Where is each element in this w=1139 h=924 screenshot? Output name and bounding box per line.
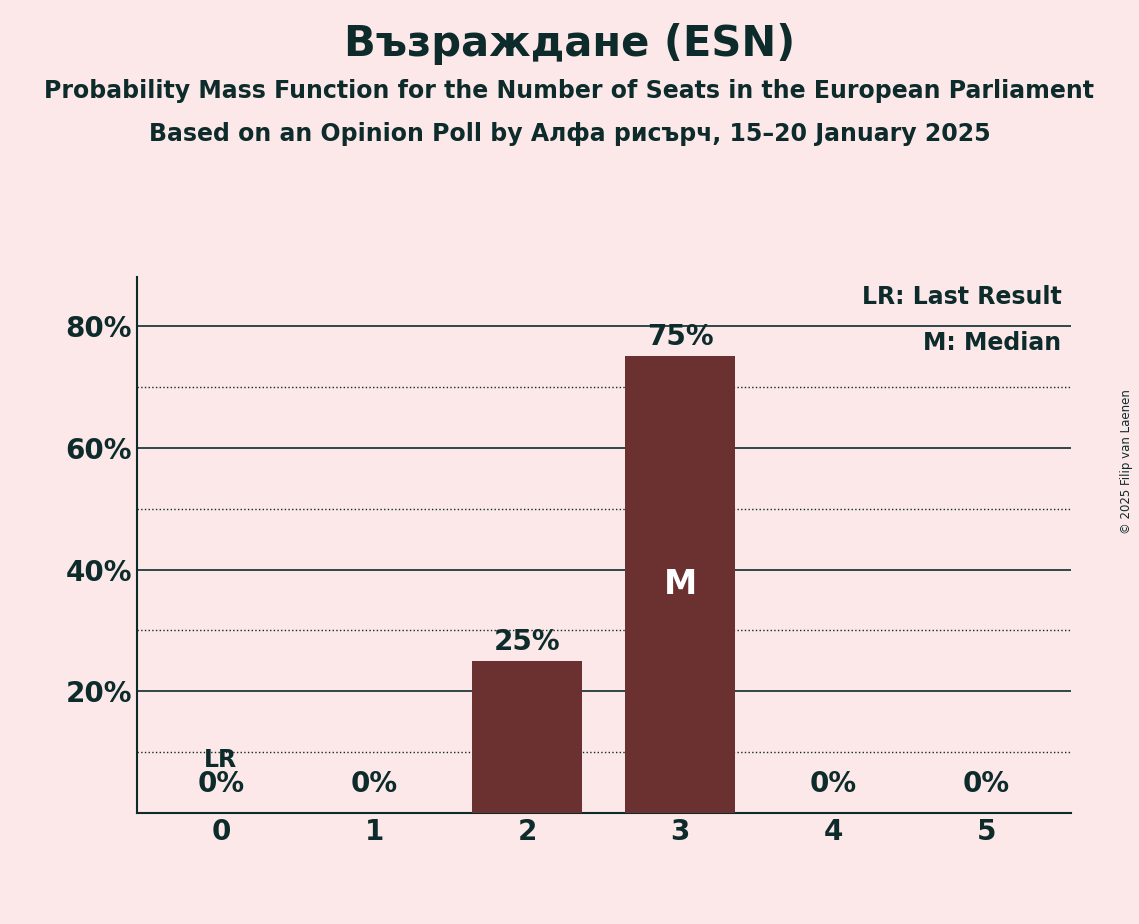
- Bar: [625, 357, 736, 813]
- Text: 75%: 75%: [647, 323, 713, 351]
- Text: M: M: [664, 568, 697, 602]
- Text: 0%: 0%: [810, 770, 857, 798]
- Bar: [472, 661, 582, 813]
- Text: © 2025 Filip van Laenen: © 2025 Filip van Laenen: [1121, 390, 1133, 534]
- Text: 0%: 0%: [962, 770, 1010, 798]
- Text: Based on an Opinion Poll by Алфа рисърч, 15–20 January 2025: Based on an Opinion Poll by Алфа рисърч,…: [149, 122, 990, 146]
- Text: Probability Mass Function for the Number of Seats in the European Parliament: Probability Mass Function for the Number…: [44, 79, 1095, 103]
- Text: Възраждане (ESN): Възраждане (ESN): [344, 23, 795, 65]
- Text: 0%: 0%: [197, 770, 245, 798]
- Text: LR: LR: [204, 748, 237, 772]
- Text: LR: Last Result: LR: Last Result: [861, 286, 1062, 310]
- Text: M: Median: M: Median: [924, 331, 1062, 355]
- Text: 25%: 25%: [494, 628, 560, 656]
- Text: 0%: 0%: [351, 770, 398, 798]
